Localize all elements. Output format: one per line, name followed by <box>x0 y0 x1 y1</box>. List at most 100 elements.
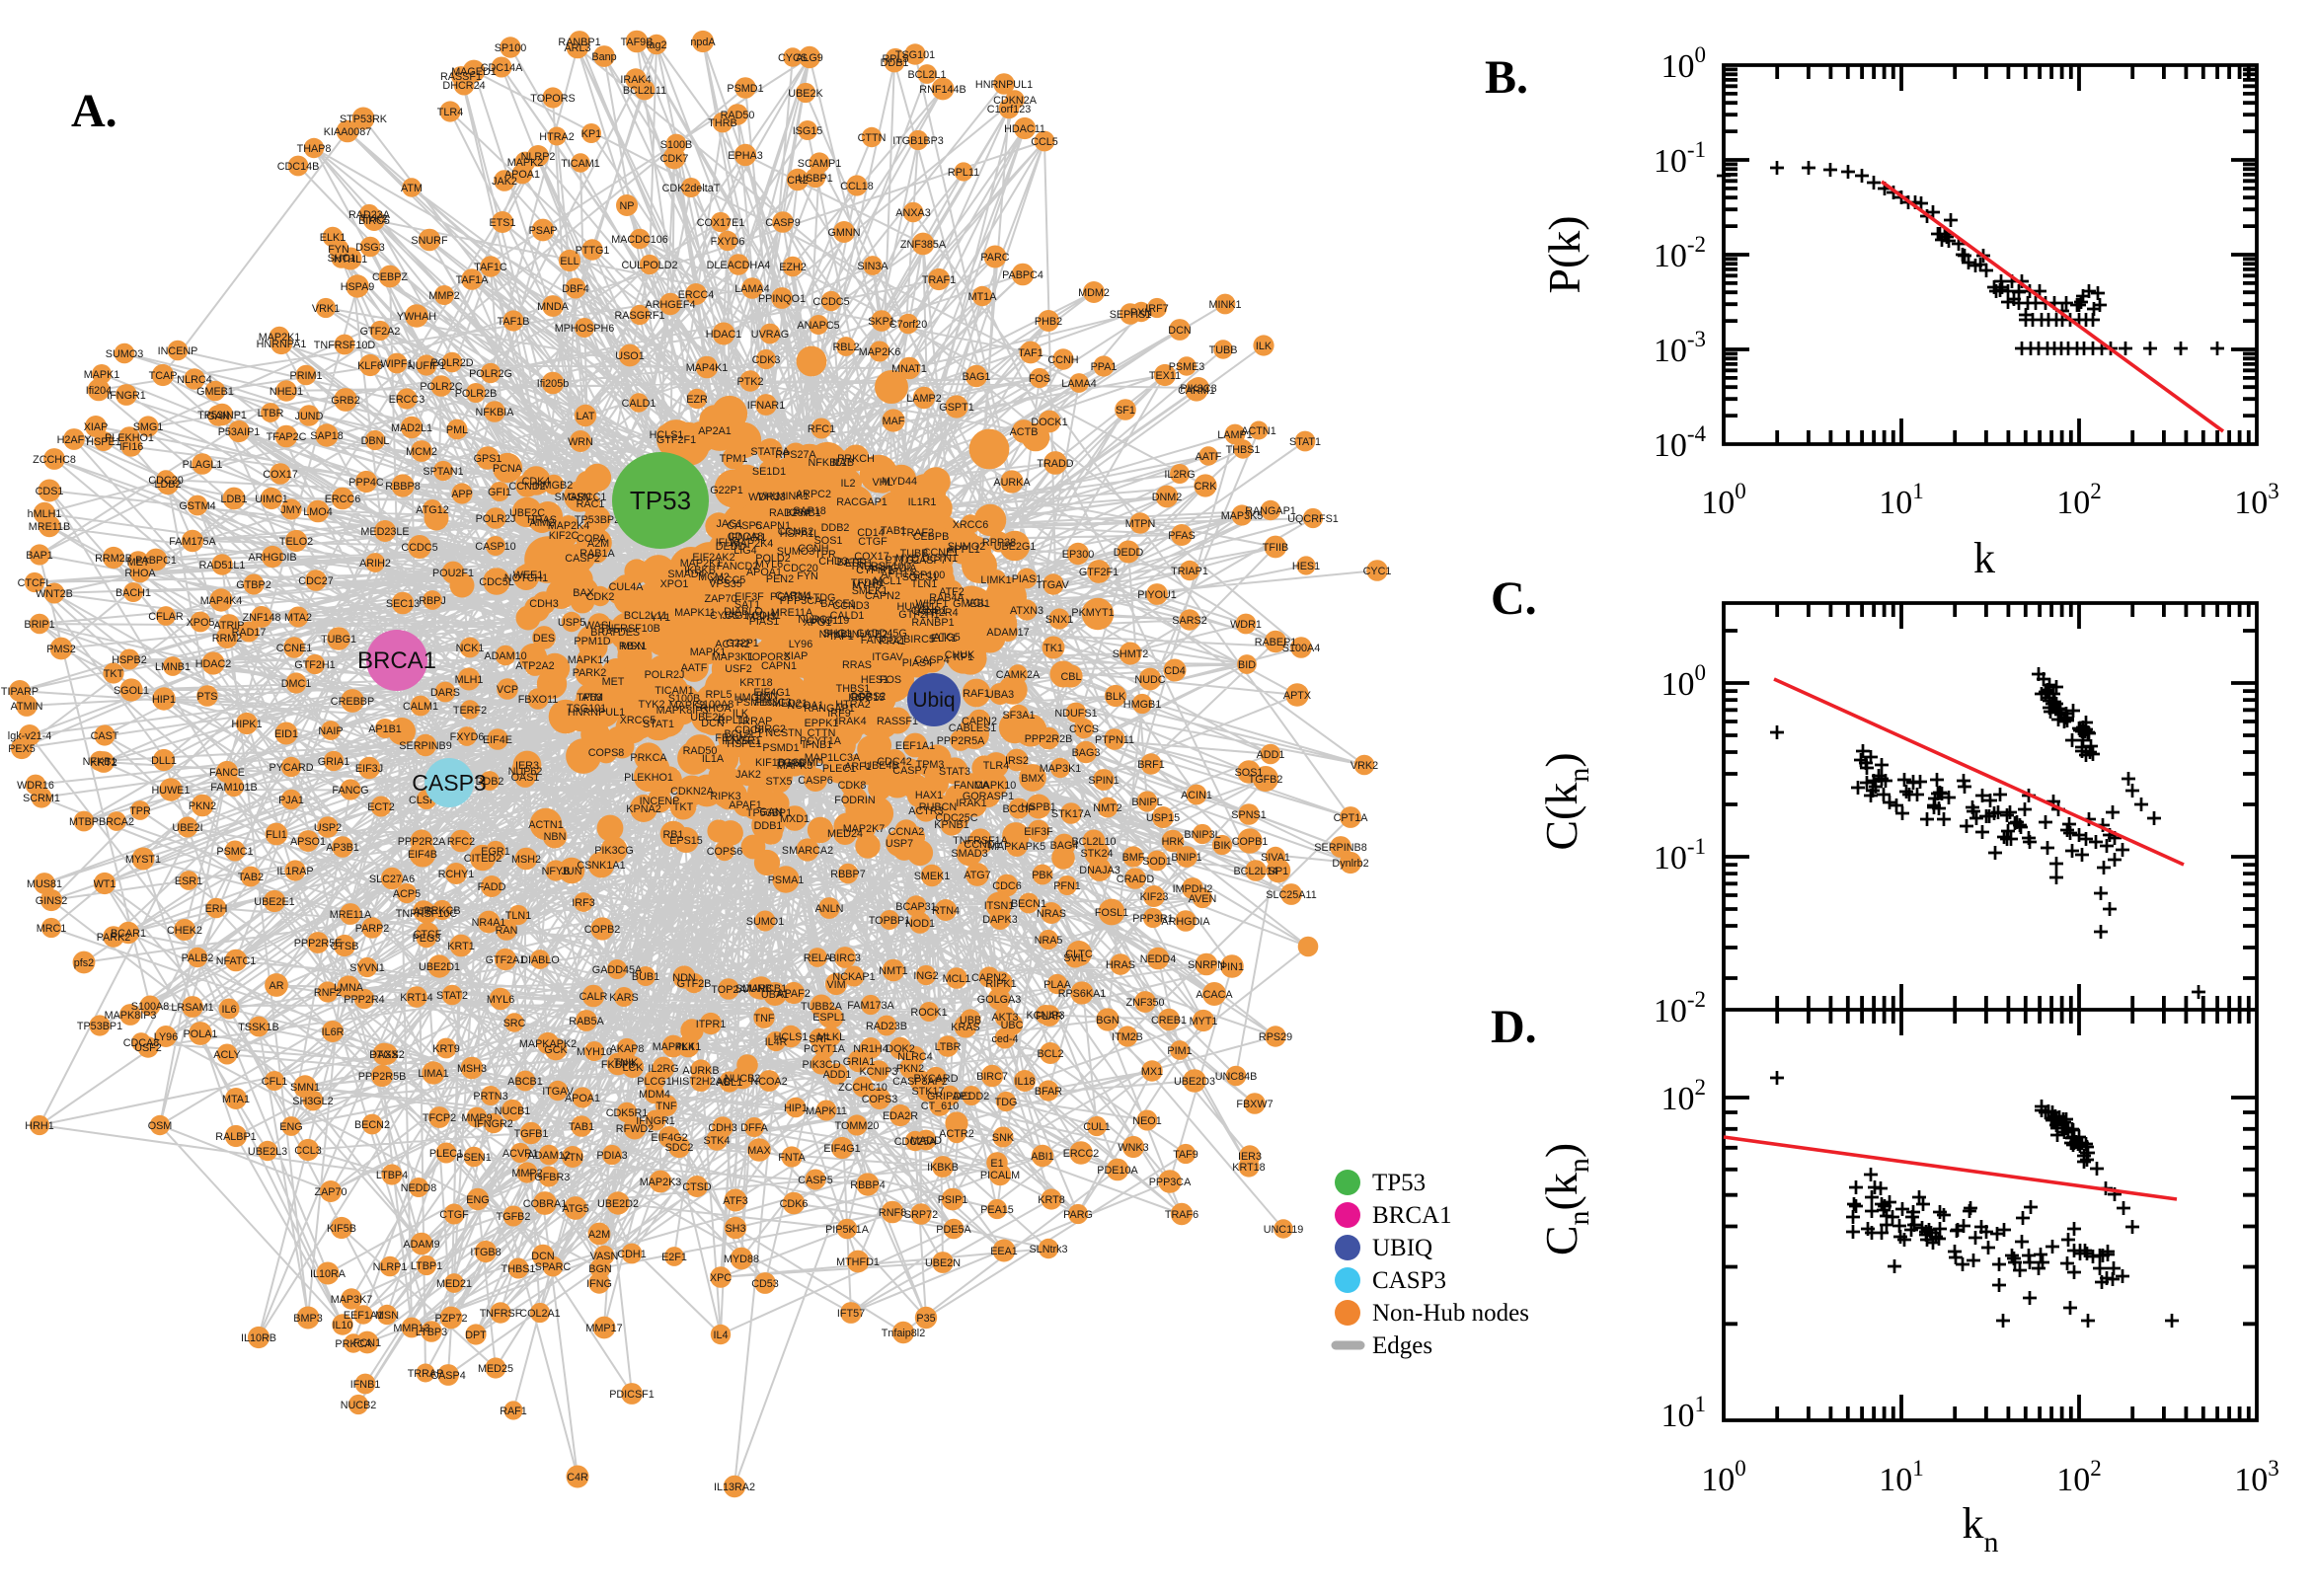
svg-text:UBE2E1: UBE2E1 <box>254 896 294 908</box>
svg-text:PARP2: PARP2 <box>355 923 390 935</box>
svg-text:BACH1: BACH1 <box>116 587 151 599</box>
svg-text:IRF9: IRF9 <box>827 708 850 720</box>
svg-text:ITGAV: ITGAV <box>872 651 903 663</box>
svg-text:NP: NP <box>620 200 635 212</box>
svg-text:EDA2R: EDA2R <box>883 1110 918 1122</box>
svg-text:PTPN11: PTPN11 <box>1095 734 1134 746</box>
svg-text:PARC: PARC <box>980 252 1009 264</box>
svg-text:NUCB1: NUCB1 <box>495 1105 531 1117</box>
svg-text:COX17: COX17 <box>263 469 297 481</box>
svg-text:FLI1: FLI1 <box>266 829 287 841</box>
svg-text:SF3A1: SF3A1 <box>1002 710 1035 722</box>
svg-text:PRTN3: PRTN3 <box>473 1091 507 1102</box>
svg-text:YY1: YY1 <box>651 612 670 624</box>
svg-text:IFNB1: IFNB1 <box>350 1379 381 1391</box>
svg-text:APOA1: APOA1 <box>504 169 540 181</box>
svg-text:UBE2D3: UBE2D3 <box>1174 1076 1215 1088</box>
svg-text:PDICSF1: PDICSF1 <box>609 1389 655 1401</box>
svg-text:RNF8: RNF8 <box>879 1207 906 1219</box>
svg-text:DEDD2: DEDD2 <box>954 1091 990 1102</box>
svg-text:DDB1: DDB1 <box>754 820 783 832</box>
svg-text:PKN2: PKN2 <box>896 1063 924 1075</box>
svg-text:JAK2: JAK2 <box>735 769 761 781</box>
svg-text:POLR2D: POLR2D <box>430 357 473 369</box>
svg-text:CDC20: CDC20 <box>148 475 183 487</box>
svg-text:DDB2: DDB2 <box>821 522 850 534</box>
svg-text:CDC25A: CDC25A <box>894 1136 937 1148</box>
svg-text:IMPDH2: IMPDH2 <box>1173 883 1213 895</box>
svg-text:PLK1: PLK1 <box>675 1041 701 1053</box>
svg-text:ABI1: ABI1 <box>1031 1151 1053 1163</box>
svg-text:POLD2: POLD2 <box>755 553 790 565</box>
svg-text:NBN: NBN <box>544 831 567 843</box>
svg-text:NCK1: NCK1 <box>456 643 485 654</box>
svg-text:CAPN1: CAPN1 <box>755 520 791 532</box>
svg-text:LAT: LAT <box>577 411 595 422</box>
svg-text:ATP2A2: ATP2A2 <box>515 660 554 672</box>
svg-text:RAD23B: RAD23B <box>866 1021 907 1032</box>
svg-text:RPS27A: RPS27A <box>775 449 816 461</box>
svg-text:TAF1: TAF1 <box>1018 347 1043 359</box>
svg-text:FAM101B: FAM101B <box>210 782 257 794</box>
svg-text:BMF: BMF <box>1122 852 1145 864</box>
svg-text:SH3: SH3 <box>725 1223 745 1235</box>
svg-text:SUMO1: SUMO1 <box>746 916 784 928</box>
svg-text:CFLAR: CFLAR <box>148 611 184 623</box>
svg-text:MAP2K4: MAP2K4 <box>548 520 590 532</box>
svg-text:TOMM20: TOMM20 <box>835 1120 880 1132</box>
svg-text:ITGB8: ITGB8 <box>470 1247 501 1258</box>
svg-text:DCN: DCN <box>1168 325 1191 337</box>
svg-text:TP53: TP53 <box>1372 1170 1426 1196</box>
svg-text:TK1: TK1 <box>1043 643 1063 654</box>
svg-text:IL10RA: IL10RA <box>310 1268 347 1280</box>
svg-text:ITGB1BP3: ITGB1BP3 <box>892 135 944 147</box>
svg-text:ced-4: ced-4 <box>991 1033 1018 1045</box>
svg-text:NCOA2: NCOA2 <box>750 1076 787 1088</box>
svg-text:SHC1: SHC1 <box>823 628 852 640</box>
svg-text:BMP3: BMP3 <box>293 1313 322 1325</box>
svg-text:RBX1: RBX1 <box>619 641 647 652</box>
svg-text:RRAS: RRAS <box>842 659 872 671</box>
svg-text:WIPF1: WIPF1 <box>381 358 414 370</box>
svg-text:COPS6: COPS6 <box>707 846 743 858</box>
svg-text:COL2A1: COL2A1 <box>519 1308 560 1320</box>
svg-text:PPINQO1: PPINQO1 <box>758 293 806 305</box>
svg-text:NMT2: NMT2 <box>1093 802 1121 814</box>
svg-text:BAG4: BAG4 <box>1050 840 1079 852</box>
svg-text:LIMK1: LIMK1 <box>980 574 1011 586</box>
svg-text:CDK2: CDK2 <box>586 591 615 603</box>
svg-text:B.: B. <box>1485 51 1528 104</box>
svg-text:TAB1: TAB1 <box>569 1121 594 1133</box>
svg-text:KIF23: KIF23 <box>1140 891 1169 903</box>
svg-text:HIP1: HIP1 <box>784 1102 808 1114</box>
svg-text:HRAS: HRAS <box>1106 959 1135 971</box>
svg-text:YWHAH: YWHAH <box>397 311 436 323</box>
svg-text:HDAC11: HDAC11 <box>1004 123 1045 135</box>
svg-text:MTA1: MTA1 <box>222 1094 250 1105</box>
svg-text:IFNGR1: IFNGR1 <box>107 390 146 402</box>
svg-text:TNFRSF: TNFRSF <box>480 1308 522 1320</box>
svg-text:CASP10: CASP10 <box>475 541 515 553</box>
svg-text:COPS2: COPS2 <box>850 691 887 703</box>
svg-text:XPO5: XPO5 <box>187 617 215 629</box>
svg-text:CASP9: CASP9 <box>765 217 800 229</box>
svg-text:Banp: Banp <box>591 51 616 63</box>
svg-text:OAS1: OAS1 <box>511 772 540 784</box>
svg-text:HIST2H2AC: HIST2H2AC <box>671 1076 731 1088</box>
svg-text:PPP2R2B: PPP2R2B <box>1025 733 1073 745</box>
svg-text:NR4A1: NR4A1 <box>472 917 506 929</box>
svg-text:IL6: IL6 <box>221 1004 236 1016</box>
svg-text:EZR: EZR <box>686 394 708 406</box>
svg-text:MNDA: MNDA <box>537 301 570 313</box>
svg-text:PBK: PBK <box>1032 870 1053 881</box>
svg-text:DFFA: DFFA <box>740 1122 768 1134</box>
svg-text:PIYOU1: PIYOU1 <box>1137 589 1177 601</box>
svg-text:UBE2I: UBE2I <box>172 822 202 834</box>
svg-text:PKN2: PKN2 <box>189 800 216 812</box>
svg-text:AR: AR <box>270 980 284 992</box>
svg-text:POU2F1: POU2F1 <box>432 568 474 579</box>
svg-text:ELL: ELL <box>560 256 579 267</box>
svg-text:RELA: RELA <box>804 952 832 964</box>
svg-text:SKP1: SKP1 <box>868 316 895 328</box>
svg-text:PPP3CA: PPP3CA <box>1149 1177 1192 1188</box>
